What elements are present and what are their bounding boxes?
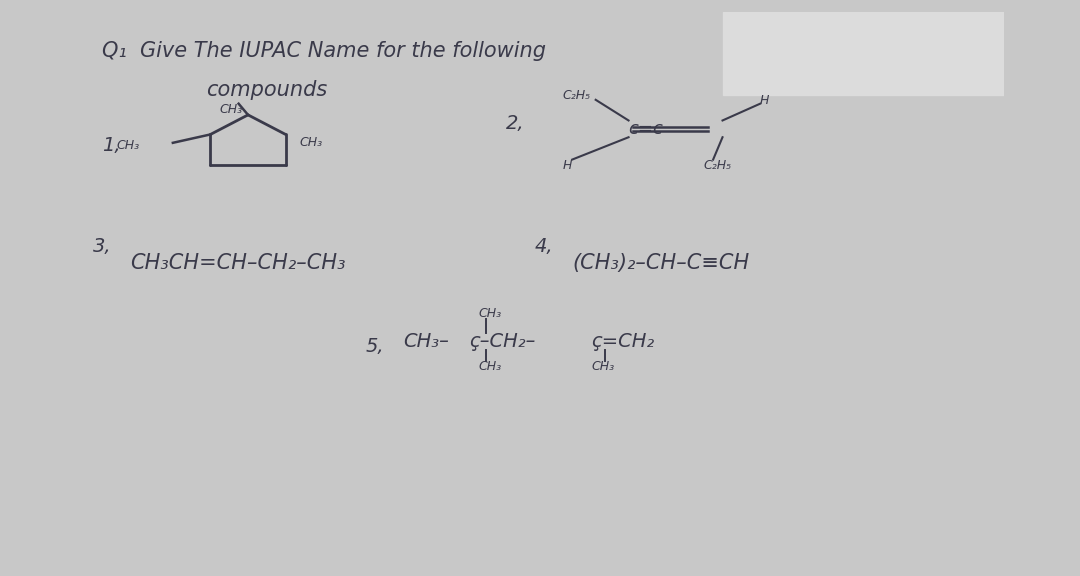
Text: 2,: 2, bbox=[507, 114, 525, 132]
Text: Q₁  Give The IUPAC Name for the following: Q₁ Give The IUPAC Name for the following bbox=[103, 41, 546, 60]
Text: ç=CH₂: ç=CH₂ bbox=[591, 332, 654, 351]
Text: CH₃: CH₃ bbox=[220, 103, 243, 116]
Text: CH₃: CH₃ bbox=[478, 307, 501, 320]
Text: CH₃: CH₃ bbox=[300, 137, 323, 149]
Text: C₂H₅: C₂H₅ bbox=[704, 158, 732, 172]
Text: compounds: compounds bbox=[205, 79, 327, 100]
Text: 3,: 3, bbox=[93, 237, 111, 256]
Text: c=c: c=c bbox=[629, 120, 663, 138]
Text: CH₃: CH₃ bbox=[591, 360, 615, 373]
Text: C₂H₅: C₂H₅ bbox=[563, 89, 591, 102]
Text: 1,: 1, bbox=[103, 136, 121, 155]
Bar bbox=[723, 12, 1004, 95]
Text: CH₃: CH₃ bbox=[117, 139, 139, 152]
Text: CH₃–: CH₃– bbox=[403, 332, 449, 351]
Text: H: H bbox=[563, 158, 572, 172]
Text: ç–CH₂–: ç–CH₂– bbox=[469, 332, 536, 351]
Text: (CH₃)₂–CH–C≡CH: (CH₃)₂–CH–C≡CH bbox=[572, 253, 750, 273]
Text: CH₃CH=CH–CH₂–CH₃: CH₃CH=CH–CH₂–CH₃ bbox=[131, 253, 346, 273]
Text: 5,: 5, bbox=[365, 338, 384, 356]
Text: 4,: 4, bbox=[535, 237, 553, 256]
Text: H: H bbox=[760, 94, 769, 107]
Text: CH₃: CH₃ bbox=[478, 360, 501, 373]
